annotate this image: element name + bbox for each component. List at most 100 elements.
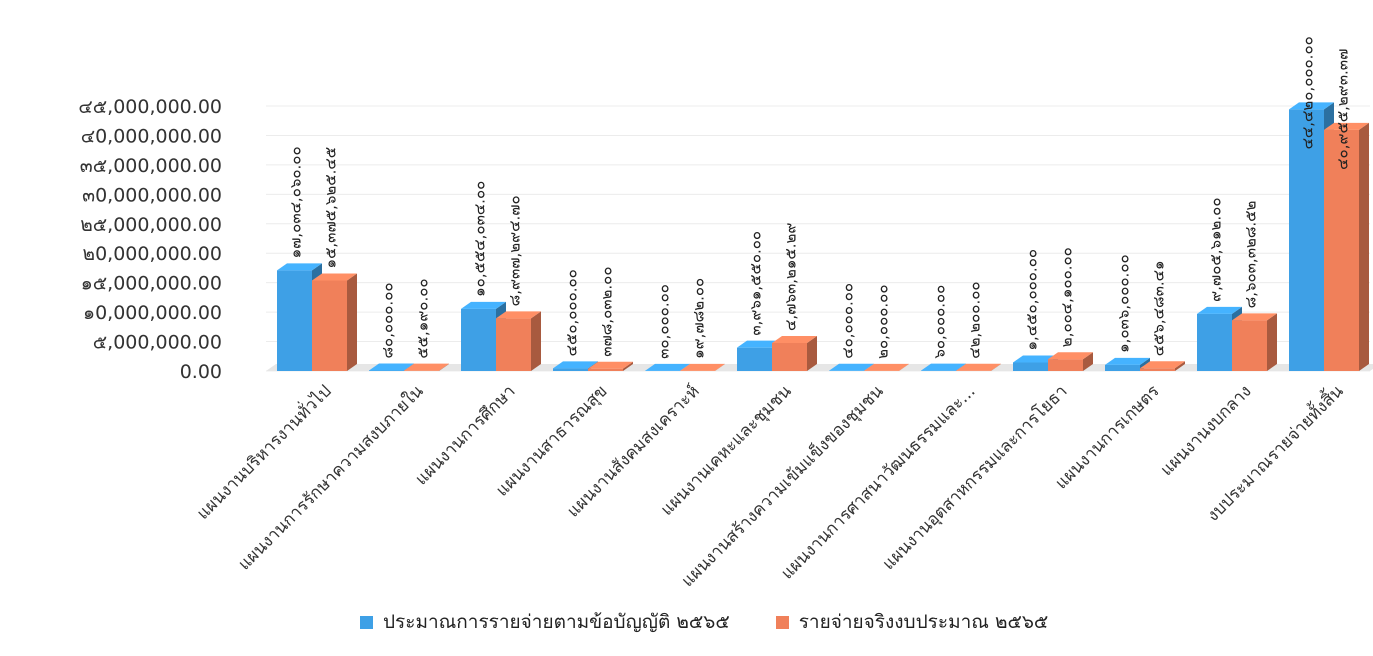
data-label: ๑๕,๓๗๕,๖๒๕.๔๕ <box>322 147 340 269</box>
bar-top <box>680 363 725 371</box>
bar-side <box>991 363 1001 371</box>
bar-actual <box>772 342 807 371</box>
chart-floor <box>266 364 1373 371</box>
bar-actual <box>496 318 531 371</box>
data-label: ๖๐,๐๐๐.๐๐ <box>931 285 949 359</box>
bar-top <box>277 263 322 271</box>
y-tick-label: ๕,000,000.00 <box>93 332 222 354</box>
bar-side <box>1175 361 1185 371</box>
legend-swatch-planned <box>360 615 373 629</box>
bar-top <box>921 363 966 371</box>
bar-top <box>1013 355 1058 363</box>
bar-top <box>1140 361 1185 369</box>
data-label: ๑๙,๗๘๒.๐๐ <box>690 278 708 359</box>
bar-side <box>347 273 357 371</box>
bar-top <box>369 363 414 371</box>
y-tick-label: ๑๕,000,000.00 <box>81 273 222 295</box>
bar-planned <box>1197 313 1232 371</box>
y-tick-label: ๒๕,000,000.00 <box>80 214 222 236</box>
data-label: ๔๕๖,๔๘๓.๔๑ <box>1150 260 1168 356</box>
data-label: ๑,๐๓๖,๐๐๐.๐๐ <box>1115 254 1133 353</box>
bar-planned <box>461 308 496 371</box>
category-label: แผนงานงบกลาง <box>1157 381 1256 480</box>
data-label: ๒๐,๐๐๐.๐๐ <box>874 285 892 359</box>
y-tick-label: ๔0,000,000.00 <box>81 125 222 147</box>
bar-top <box>645 363 690 371</box>
category-label: แผนงานการรักษาความสงบภายใน <box>234 380 428 574</box>
bar-top <box>737 340 782 348</box>
bar-top <box>1289 102 1334 110</box>
data-label: ๓,๙๖๑,๕๕๐.๐๐ <box>747 231 765 336</box>
bar-top <box>496 311 541 319</box>
data-label: ๔๕๐,๐๐๐.๐๐ <box>563 269 581 356</box>
bar-side <box>807 335 817 371</box>
bar-top <box>772 335 817 343</box>
legend-label-planned: ประมาณการรายจ่ายตามข้อบัญญัติ ๒๕๖๕ <box>383 611 730 633</box>
data-label: ๕๕,๑๙๐.๐๐ <box>414 278 432 358</box>
bar-side <box>715 363 725 371</box>
y-tick-label: ๔๕,000,000.00 <box>78 96 222 118</box>
bar-top <box>1105 357 1150 365</box>
category-label: แผนงานอุตสาหกรรมและการโยธา <box>878 381 1071 574</box>
category-label: แผนงานสร้างความเข้มแข็งของชุมชน <box>676 380 887 591</box>
data-label: ๘๐,๐๐๐.๐๐ <box>379 282 397 358</box>
data-label: ๔๒,๒๐๐.๐๐ <box>966 281 984 358</box>
bar-top <box>404 363 449 371</box>
bar-side <box>1083 352 1093 371</box>
y-tick-label: ๑0,000,000.00 <box>83 302 222 324</box>
bar-top <box>553 361 598 369</box>
bar-side <box>531 311 541 371</box>
category-label: แผนงานการศึกษา <box>411 381 519 489</box>
bar-actual <box>1324 129 1359 371</box>
bar-side <box>1267 313 1277 371</box>
bar-planned <box>1289 109 1324 371</box>
legend-label-actual: รายจ่ายจริงงบประมาณ ๒๕๖๕ <box>798 611 1049 633</box>
bar-planned <box>737 347 772 371</box>
bar-chart: 0.00 ๕,000,000.00 ๑0,000,000.00 ๑๕,000,000.… <box>78 36 1373 591</box>
bar-actual <box>1048 359 1083 371</box>
data-label: ๔,๗๖๓,๒๑๕.๒๙ <box>782 223 800 331</box>
bar-actual <box>1232 320 1267 371</box>
data-label: ๑,๔๕๐,๐๐๐.๐๐ <box>1023 249 1041 350</box>
bar-planned <box>1013 362 1048 371</box>
y-tick-label: 0.00 <box>180 361 222 383</box>
bar-planned <box>277 270 312 371</box>
data-label: ๓๐,๐๐๐.๐๐ <box>655 284 673 359</box>
bar-planned <box>553 368 588 371</box>
data-label: ๘,๙๓๗,๒๙๔.๗๐ <box>506 195 524 306</box>
data-label: ๒,๐๐๔,๑๐๐.๐๐ <box>1058 247 1076 347</box>
bar-actual <box>312 280 347 371</box>
data-label: ๔๔,๔๒๐,๐๐๐.๐๐ <box>1299 36 1317 149</box>
bar-top <box>864 363 909 371</box>
legend-item-actual: รายจ่ายจริงงบประมาณ ๒๕๖๕ <box>775 607 1049 637</box>
bar-actual <box>1140 368 1175 371</box>
data-label: ๓๗๘,๐๓๒.๐๐ <box>598 267 616 357</box>
bar-top <box>829 363 874 371</box>
category-label: แผนงานการศาสนาวัฒนธรรมและ... <box>777 381 979 583</box>
data-label: ๔๐,๐๐๐.๐๐ <box>839 283 857 359</box>
legend: ประมาณการรายจ่ายตามข้อบัญญัติ ๒๕๖๕ รายจ่… <box>360 608 1048 636</box>
bar-top <box>1232 313 1277 321</box>
bar-actual <box>588 368 623 371</box>
bar-top <box>1324 122 1369 130</box>
bar-top <box>1048 352 1093 360</box>
bar-side <box>1359 122 1369 372</box>
legend-item-planned: ประมาณการรายจ่ายตามข้อบัญญัติ ๒๕๖๕ <box>360 607 730 637</box>
y-tick-label: ๓๕,000,000.00 <box>80 155 222 177</box>
bar-top <box>1197 306 1242 314</box>
y-tick-label: ๒0,000,000.00 <box>83 243 222 265</box>
y-tick-label: ๓0,000,000.00 <box>82 184 222 206</box>
bar-top <box>461 301 506 309</box>
data-label: ๔๐,๙๕๕,๒๙๓.๓๗ <box>1334 49 1352 170</box>
data-label: ๑๐,๕๕๔,๐๓๔.๐๐ <box>471 181 489 297</box>
bar-top <box>956 363 1001 371</box>
data-label: ๑๗,๐๓๔,๐๖๐.๐๐ <box>287 146 305 258</box>
data-label: ๘,๖๐๓,๓๒๘.๕๒ <box>1242 201 1260 309</box>
bar-top <box>588 361 633 369</box>
bar-side <box>623 361 633 371</box>
legend-swatch-actual <box>775 615 789 629</box>
bar-side <box>439 363 449 371</box>
bar-top <box>312 273 357 281</box>
bar-side <box>899 363 909 371</box>
bar-planned <box>1105 364 1140 371</box>
